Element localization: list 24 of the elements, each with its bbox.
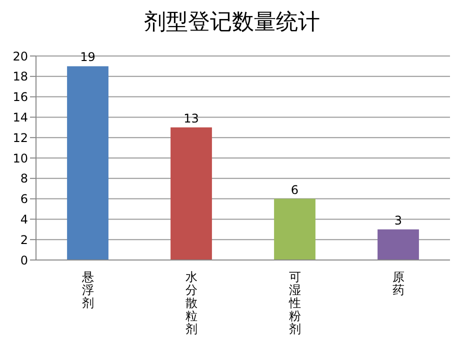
y-tick-label: 0 bbox=[20, 253, 28, 268]
y-tick-label: 10 bbox=[12, 151, 28, 166]
x-tick-label: 水分散粒剂 bbox=[185, 270, 198, 336]
y-tick-label: 18 bbox=[12, 70, 28, 84]
y-tick-label: 20 bbox=[12, 49, 28, 64]
data-label: 19 bbox=[80, 50, 96, 64]
chart-title: 剂型登记数量统计 bbox=[143, 9, 321, 37]
x-tick-label: 原药 bbox=[392, 270, 404, 297]
data-label: 6 bbox=[290, 182, 299, 197]
y-tick-label: 12 bbox=[12, 130, 28, 145]
x-tick-label: 可湿性粉剂 bbox=[288, 270, 301, 336]
data-label: 3 bbox=[394, 213, 402, 228]
x-tick-label: 悬浮剂 bbox=[80, 270, 94, 310]
y-tick-label: 8 bbox=[20, 172, 28, 186]
data-label: 13 bbox=[184, 111, 199, 126]
y-tick-label: 6 bbox=[20, 192, 28, 206]
bar bbox=[378, 229, 419, 260]
y-tick-label: 4 bbox=[20, 212, 28, 226]
bar bbox=[67, 66, 108, 260]
y-tick-label: 14 bbox=[12, 110, 28, 124]
bar bbox=[274, 198, 316, 260]
y-tick-label: 16 bbox=[12, 90, 28, 104]
bar bbox=[170, 127, 212, 260]
y-tick-label: 2 bbox=[20, 232, 28, 247]
